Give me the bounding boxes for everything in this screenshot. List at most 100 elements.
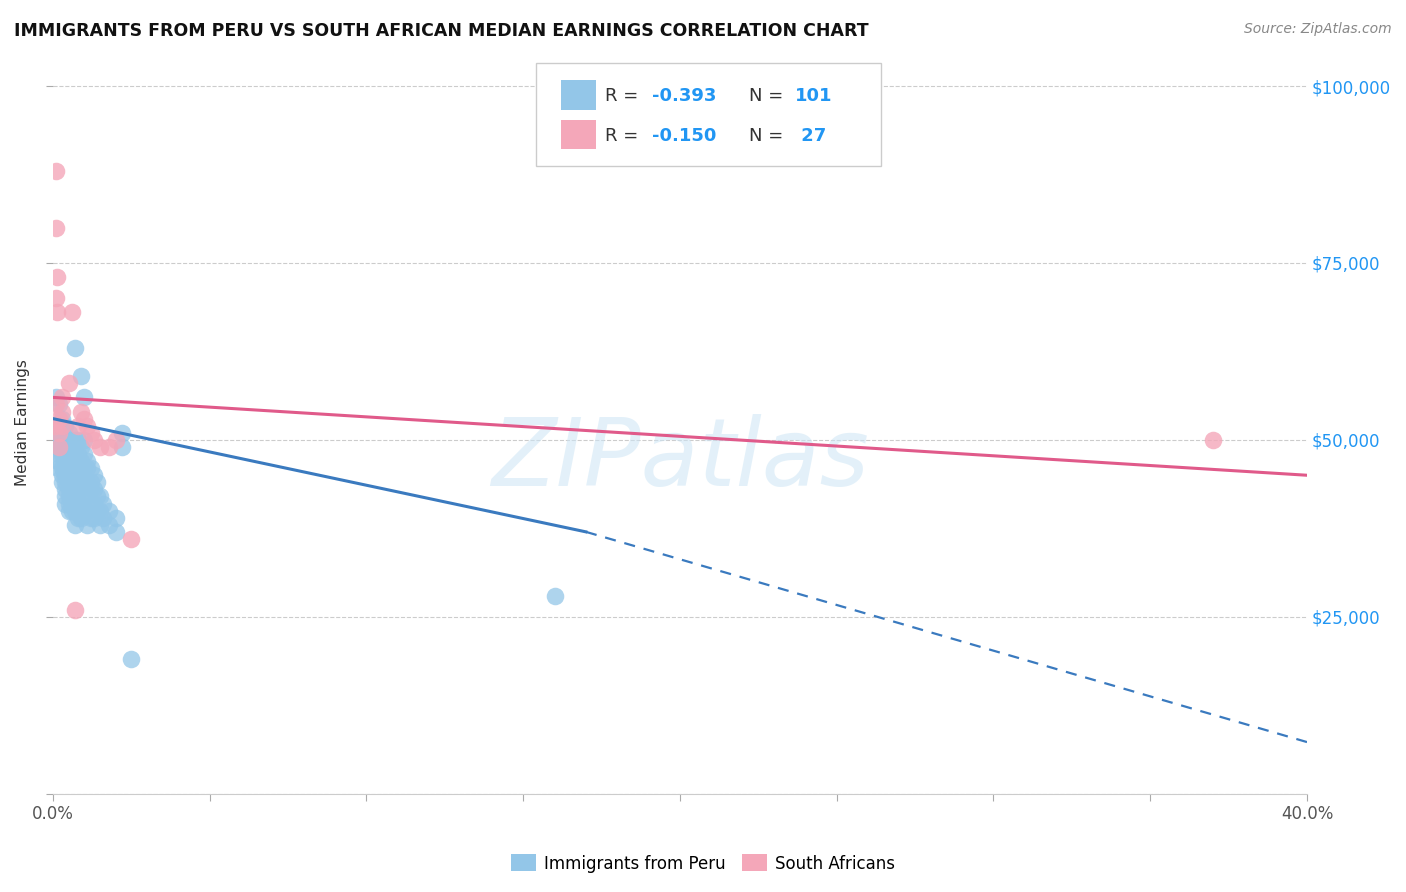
Point bbox=[79, 425, 101, 440]
Point bbox=[66, 418, 89, 433]
Point bbox=[70, 404, 93, 418]
Point bbox=[55, 475, 77, 490]
Point bbox=[120, 532, 142, 546]
Point bbox=[45, 164, 67, 178]
Point bbox=[86, 490, 108, 504]
Point bbox=[51, 418, 73, 433]
Point bbox=[46, 440, 69, 454]
Point bbox=[58, 447, 80, 461]
Text: 101: 101 bbox=[796, 87, 832, 105]
Point bbox=[46, 454, 69, 468]
Point bbox=[98, 503, 121, 517]
Point bbox=[58, 433, 80, 447]
Point bbox=[63, 503, 86, 517]
Point bbox=[63, 341, 86, 355]
Point bbox=[83, 510, 105, 524]
Point bbox=[46, 418, 69, 433]
Text: ZIPatlas: ZIPatlas bbox=[491, 414, 869, 505]
Text: R =: R = bbox=[605, 87, 644, 105]
Point bbox=[60, 447, 83, 461]
Point bbox=[58, 425, 80, 440]
Point bbox=[73, 503, 96, 517]
Text: R =: R = bbox=[605, 127, 644, 145]
Point bbox=[86, 475, 108, 490]
Point bbox=[73, 411, 96, 425]
Point bbox=[51, 433, 73, 447]
Point bbox=[83, 483, 105, 497]
Point bbox=[76, 517, 98, 532]
Point bbox=[111, 440, 134, 454]
Point bbox=[63, 468, 86, 483]
Point bbox=[1202, 433, 1225, 447]
Point bbox=[51, 447, 73, 461]
Point bbox=[45, 220, 67, 235]
Point bbox=[58, 454, 80, 468]
Point bbox=[66, 454, 89, 468]
Point bbox=[543, 589, 565, 603]
Point bbox=[91, 510, 114, 524]
Point bbox=[60, 503, 83, 517]
Point bbox=[63, 440, 86, 454]
Point bbox=[73, 433, 96, 447]
Point bbox=[104, 524, 127, 539]
Point bbox=[79, 483, 101, 497]
Point bbox=[70, 483, 93, 497]
FancyBboxPatch shape bbox=[561, 120, 596, 150]
Point bbox=[55, 468, 77, 483]
Point bbox=[66, 475, 89, 490]
Point bbox=[58, 503, 80, 517]
Point bbox=[44, 418, 66, 433]
Point bbox=[51, 468, 73, 483]
Point bbox=[48, 397, 70, 411]
FancyBboxPatch shape bbox=[536, 63, 880, 166]
Point bbox=[46, 305, 69, 319]
Point bbox=[55, 461, 77, 475]
Y-axis label: Median Earnings: Median Earnings bbox=[15, 359, 30, 485]
Point bbox=[66, 461, 89, 475]
Point bbox=[73, 461, 96, 475]
FancyBboxPatch shape bbox=[561, 80, 596, 110]
Text: Source: ZipAtlas.com: Source: ZipAtlas.com bbox=[1244, 22, 1392, 37]
Point bbox=[89, 517, 111, 532]
Point bbox=[60, 454, 83, 468]
Point bbox=[46, 461, 69, 475]
Point bbox=[76, 418, 98, 433]
Point bbox=[73, 475, 96, 490]
Point bbox=[70, 497, 93, 511]
Point bbox=[48, 411, 70, 425]
Point bbox=[76, 461, 98, 475]
Text: 27: 27 bbox=[796, 127, 827, 145]
Point bbox=[63, 461, 86, 475]
Point bbox=[45, 391, 67, 405]
Point bbox=[70, 510, 93, 524]
Point bbox=[86, 503, 108, 517]
Point bbox=[51, 475, 73, 490]
Point bbox=[76, 490, 98, 504]
Text: -0.393: -0.393 bbox=[652, 87, 717, 105]
Point bbox=[58, 497, 80, 511]
Point bbox=[73, 490, 96, 504]
Point bbox=[46, 433, 69, 447]
Text: N =: N = bbox=[749, 87, 789, 105]
Point bbox=[55, 497, 77, 511]
Point bbox=[60, 483, 83, 497]
Point bbox=[73, 447, 96, 461]
Point bbox=[66, 433, 89, 447]
Point bbox=[55, 483, 77, 497]
Point bbox=[58, 475, 80, 490]
Point bbox=[51, 391, 73, 405]
Point bbox=[45, 397, 67, 411]
Point bbox=[83, 433, 105, 447]
Point bbox=[83, 468, 105, 483]
Point bbox=[63, 490, 86, 504]
Point bbox=[76, 475, 98, 490]
Point bbox=[120, 652, 142, 666]
Point bbox=[79, 475, 101, 490]
Point bbox=[66, 447, 89, 461]
Point bbox=[63, 433, 86, 447]
Text: IMMIGRANTS FROM PERU VS SOUTH AFRICAN MEDIAN EARNINGS CORRELATION CHART: IMMIGRANTS FROM PERU VS SOUTH AFRICAN ME… bbox=[14, 22, 869, 40]
Point bbox=[45, 270, 67, 285]
Legend: Immigrants from Peru, South Africans: Immigrants from Peru, South Africans bbox=[503, 847, 903, 880]
Point bbox=[60, 497, 83, 511]
Point bbox=[58, 461, 80, 475]
